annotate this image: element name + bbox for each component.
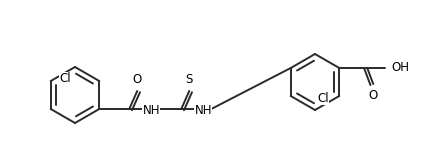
Text: Cl: Cl: [60, 72, 71, 85]
Text: NH: NH: [194, 103, 212, 116]
Text: O: O: [369, 89, 378, 102]
Text: O: O: [133, 73, 142, 86]
Text: OH: OH: [391, 61, 409, 75]
Text: NH: NH: [142, 103, 160, 116]
Text: S: S: [185, 73, 193, 86]
Text: Cl: Cl: [317, 92, 329, 105]
